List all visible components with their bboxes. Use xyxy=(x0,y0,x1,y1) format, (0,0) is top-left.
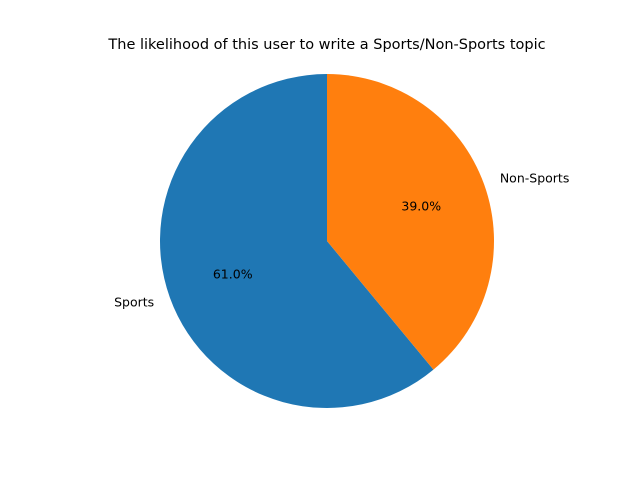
slice-label-sports: Sports xyxy=(114,295,154,310)
slice-percent-sports: 61.0% xyxy=(213,266,253,281)
chart-title: The likelihood of this user to write a S… xyxy=(107,37,545,53)
slice-percent-non-sports: 39.0% xyxy=(401,199,441,214)
slice-label-non-sports: Non-Sports xyxy=(500,170,570,185)
pie-slice-non-sports xyxy=(327,74,495,370)
pie-slice-sports xyxy=(160,74,434,409)
pie-slices xyxy=(160,74,495,409)
pie-labels: Sports 61.0% Non-Sports 39.0% xyxy=(114,170,569,309)
